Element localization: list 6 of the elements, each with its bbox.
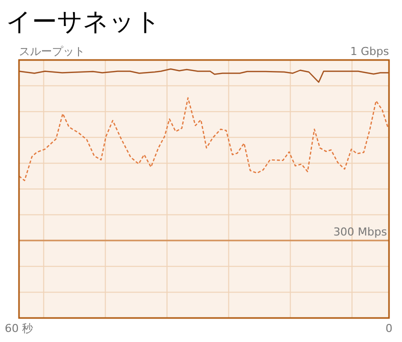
ref-line-label: 300 Mbps <box>333 226 388 239</box>
x-tick-label: 60 秒 <box>4 322 34 335</box>
text: 1 Gbps <box>350 45 390 58</box>
y-axis-title: スループット <box>19 45 85 58</box>
chart-title: イーサネット <box>6 7 161 36</box>
x-tick-label: 0 <box>386 322 392 335</box>
